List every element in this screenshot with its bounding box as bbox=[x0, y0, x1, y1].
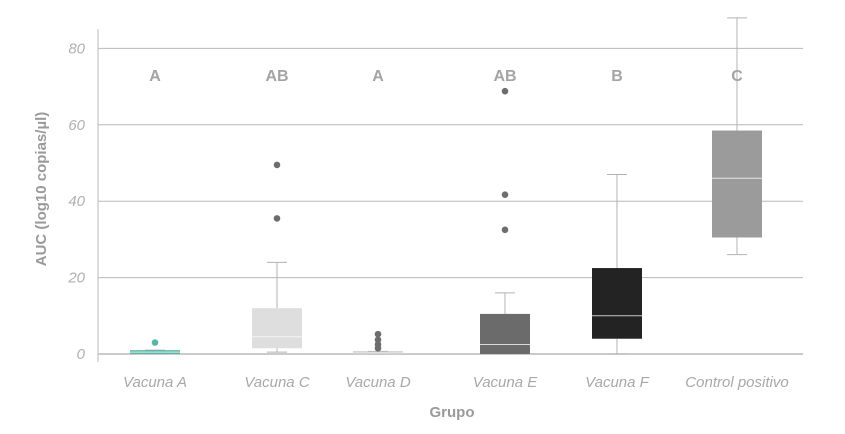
significance-letters: A AB A AB B C bbox=[149, 68, 743, 85]
box-iqr bbox=[480, 313, 530, 354]
y-tick-labels: 0 20 40 60 80 bbox=[67, 40, 85, 363]
significance-letter-2: AB bbox=[265, 68, 288, 85]
y-axis-title: AUC (log10 copias/µl) bbox=[33, 112, 50, 267]
box-iqr bbox=[592, 268, 642, 339]
box-group-2 bbox=[252, 161, 302, 353]
outlier-point-1 bbox=[273, 215, 281, 222]
outlier-point-2 bbox=[273, 161, 281, 169]
x-category-labels: Vacuna A Vacuna C Vacuna D Vacuna E Vacuna F… bbox=[123, 374, 789, 391]
significance-letter-1: A bbox=[149, 68, 161, 85]
grid-layer bbox=[97, 29, 803, 362]
outlier-point-3 bbox=[374, 336, 382, 344]
x-category-label-2: Vacuna C bbox=[244, 374, 309, 391]
outlier-point-1 bbox=[151, 339, 159, 346]
x-category-label-1: Vacuna A bbox=[123, 374, 187, 391]
outlier-point-1 bbox=[501, 226, 509, 234]
significance-letter-6: C bbox=[731, 68, 743, 85]
x-category-label-5: Vacuna F bbox=[585, 374, 649, 391]
y-tick-label-20: 20 bbox=[67, 270, 85, 287]
box-iqr bbox=[712, 130, 762, 238]
x-category-label-6: Control positivo bbox=[685, 374, 788, 391]
outlier-point-4 bbox=[374, 330, 382, 338]
x-category-label-4: Vacuna E bbox=[473, 374, 538, 391]
box-group-1 bbox=[130, 339, 180, 355]
y-tick-label-60: 60 bbox=[68, 117, 85, 134]
outlier-point-3 bbox=[501, 87, 509, 95]
y-tick-label-40: 40 bbox=[68, 193, 85, 210]
significance-letter-5: B bbox=[611, 68, 623, 85]
box-iqr bbox=[252, 308, 302, 349]
significance-letter-3: A bbox=[372, 68, 384, 85]
y-tick-label-80: 80 bbox=[68, 40, 85, 57]
significance-letter-4: AB bbox=[493, 68, 516, 85]
box-group-6 bbox=[712, 17, 762, 256]
outlier-point-2 bbox=[374, 341, 382, 348]
box-group-4 bbox=[480, 87, 530, 355]
outlier-point-2 bbox=[501, 191, 509, 199]
box-layer bbox=[130, 17, 762, 355]
box-group-5 bbox=[592, 173, 642, 355]
x-axis-title: Grupo bbox=[430, 404, 475, 421]
box-group-3 bbox=[353, 330, 403, 355]
x-category-label-3: Vacuna D bbox=[345, 374, 410, 391]
y-tick-label-0: 0 bbox=[77, 346, 86, 363]
